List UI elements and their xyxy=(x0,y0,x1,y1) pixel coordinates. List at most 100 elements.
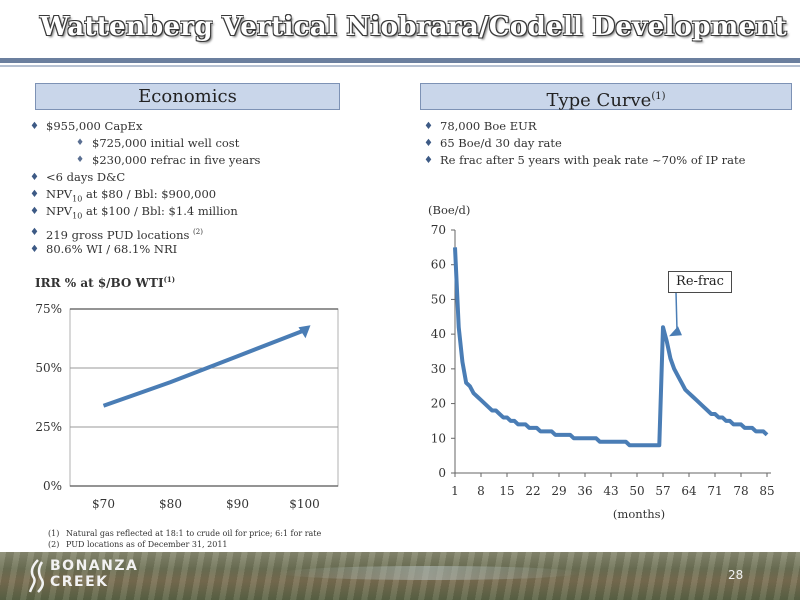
bullet-item: ♦ <6 days D&C xyxy=(30,169,260,186)
bullet-text: $725,000 initial well cost xyxy=(92,136,240,150)
irr-chart: 0% 25% 50% 75% $70 $80 $90 $100 xyxy=(35,302,339,511)
x-tick-label: 85 xyxy=(759,484,774,498)
bullet-text: 65 Boe/d 30 day rate xyxy=(440,136,562,150)
x-tick-label: 1 xyxy=(451,484,459,498)
irr-chart-title-text: IRR % at $/BO WTI xyxy=(35,276,164,290)
bullet-text: $955,000 CapEx xyxy=(46,119,143,133)
y-tick-label: 50 xyxy=(431,292,446,306)
type-curve-heading-note: (1) xyxy=(651,91,666,102)
bullet-text: NPV xyxy=(46,204,73,218)
bullet-text: 10 xyxy=(72,211,83,221)
y-tick-label: 25% xyxy=(35,420,62,434)
drop-icon: ♦ xyxy=(30,206,39,217)
drop-icon: ♦ xyxy=(30,227,39,238)
footnotes: (1) Natural gas reflected at 18:1 to crud… xyxy=(48,528,321,550)
x-tick-label: 43 xyxy=(603,484,618,498)
bullet-text: 10 xyxy=(72,194,83,204)
x-tick-label: 50 xyxy=(629,484,644,498)
page-number: 28 xyxy=(728,568,744,582)
bullet-text: $230,000 refrac in five years xyxy=(92,153,261,167)
economics-heading: Economics xyxy=(35,83,340,110)
x-tick-label: 29 xyxy=(551,484,566,498)
type-curve-heading-text: Type Curve xyxy=(546,90,652,111)
bullet-item: ♦ $725,000 initial well cost xyxy=(30,135,260,152)
bullet-text: at $80 / Bbl: $900,000 xyxy=(82,187,217,201)
bullet-item: ♦ Re frac after 5 years with peak rate ~7… xyxy=(424,152,745,169)
economics-bullet-list: ♦ $955,000 CapEx ♦ $725,000 initial well co… xyxy=(30,118,260,258)
title-rule-secondary xyxy=(0,65,800,67)
economics-heading-text: Economics xyxy=(138,86,237,107)
y-tick-label: 40 xyxy=(431,327,446,341)
bullet-item: ♦ NPV10 at $80 / Bbl: $900,000 xyxy=(30,186,260,203)
title-rule xyxy=(0,58,800,63)
logo-line-1: BONANZA xyxy=(50,558,139,574)
bullet-item: ♦ 219 gross PUD locations (2) xyxy=(30,224,260,242)
x-tick-label: 22 xyxy=(525,484,540,498)
bullet-text: 219 gross PUD locations xyxy=(46,227,194,242)
bullet-text: Re frac after 5 years with peak rate ~70… xyxy=(440,153,746,167)
bullet-text: <6 days D&C xyxy=(46,170,126,184)
bullet-item: ♦ 80.6% WI / 68.1% NRI xyxy=(30,241,260,258)
y-tick-label: 30 xyxy=(431,362,446,376)
refrac-arrow-line xyxy=(675,291,678,331)
bullet-text: 80.6% WI / 68.1% NRI xyxy=(46,242,178,256)
drop-icon: ♦ xyxy=(30,189,39,200)
y-tick-label: 20 xyxy=(431,397,446,411)
irr-chart-title: IRR % at $/BO WTI(1) xyxy=(35,275,175,290)
footnote-number: (2) xyxy=(48,540,60,549)
footnote-1: (1) Natural gas reflected at 18:1 to crud… xyxy=(48,528,321,539)
bullet-text: NPV xyxy=(46,187,73,201)
y-tick-label: 75% xyxy=(35,302,62,316)
type-curve-bullet-list: ♦ 78,000 Boe EUR ♦ 65 Boe/d 30 day rate ♦ Re … xyxy=(424,118,745,169)
bullet-text: 78,000 Boe EUR xyxy=(440,119,537,133)
bullet-item: ♦ 65 Boe/d 30 day rate xyxy=(424,135,745,152)
x-tick-label: $70 xyxy=(92,497,115,511)
bonanza-creek-logo-icon xyxy=(28,559,45,593)
logo-text: BONANZA CREEK xyxy=(50,558,138,590)
bullet-item: ♦ NPV10 at $100 / Bbl: $1.4 million xyxy=(30,203,260,220)
drop-icon: ♦ xyxy=(30,172,39,183)
plot-area xyxy=(69,308,339,487)
type-curve-chart: (Boe/d) 0 10 20 30 40 50 60 70 1 8 15 22 29 36 43 50 57 64… xyxy=(428,203,775,521)
bullet-text: at $100 / Bbl: $1.4 million xyxy=(82,204,238,218)
x-tick-label: 64 xyxy=(681,484,697,498)
footnote-text: PUD locations as of December 31, 2011 xyxy=(66,540,228,549)
y-tick-label: 0% xyxy=(43,479,62,493)
drop-icon: ♦ xyxy=(76,138,85,148)
logo-line-2: CREEK xyxy=(50,574,109,590)
refrac-arrowhead xyxy=(669,326,682,337)
drop-icon: ♦ xyxy=(30,244,39,255)
footnote-text: Natural gas reflected at 18:1 to crude o… xyxy=(66,529,322,538)
x-tick-label: 8 xyxy=(477,484,485,498)
footnote-2: (2) PUD locations as of December 31, 2011 xyxy=(48,539,321,550)
x-tick-label: 78 xyxy=(733,484,748,498)
bullet-item: ♦ $230,000 refrac in five years xyxy=(30,152,260,169)
bullet-item: ♦ 78,000 Boe EUR xyxy=(424,118,745,135)
drop-icon: ♦ xyxy=(30,121,39,132)
y-tick-label: 50% xyxy=(35,361,62,375)
x-tick-label: 36 xyxy=(577,484,592,498)
bullet-item: ♦ $955,000 CapEx xyxy=(30,118,260,135)
type-curve-heading: Type Curve(1) xyxy=(420,83,792,111)
footnote-number: (1) xyxy=(48,529,60,538)
x-axis-title: (months) xyxy=(613,507,665,521)
x-tick-label: $80 xyxy=(159,497,182,511)
bullet-text: (2) xyxy=(193,228,203,236)
drop-icon: ♦ xyxy=(424,121,433,132)
y-tick-label: 10 xyxy=(431,431,446,445)
slide-title: Wattenberg Vertical Niobrara/Codell Deve… xyxy=(40,12,787,42)
drop-icon: ♦ xyxy=(76,155,85,165)
x-tick-label: 71 xyxy=(707,484,722,498)
irr-chart-title-note: (1) xyxy=(163,275,176,284)
x-tick-label: 15 xyxy=(499,484,514,498)
x-tick-label: 57 xyxy=(655,484,670,498)
x-tick-label: $100 xyxy=(289,497,320,511)
irr-series-line xyxy=(102,328,306,408)
y-axis-title: (Boe/d) xyxy=(428,203,470,217)
refrac-callout: Re-frac xyxy=(668,271,732,293)
irr-arrowhead xyxy=(298,325,311,339)
y-tick-label: 0 xyxy=(438,466,446,480)
type-curve-series-line xyxy=(453,247,769,448)
x-tick-label: $90 xyxy=(226,497,249,511)
footer-banner xyxy=(0,552,800,600)
